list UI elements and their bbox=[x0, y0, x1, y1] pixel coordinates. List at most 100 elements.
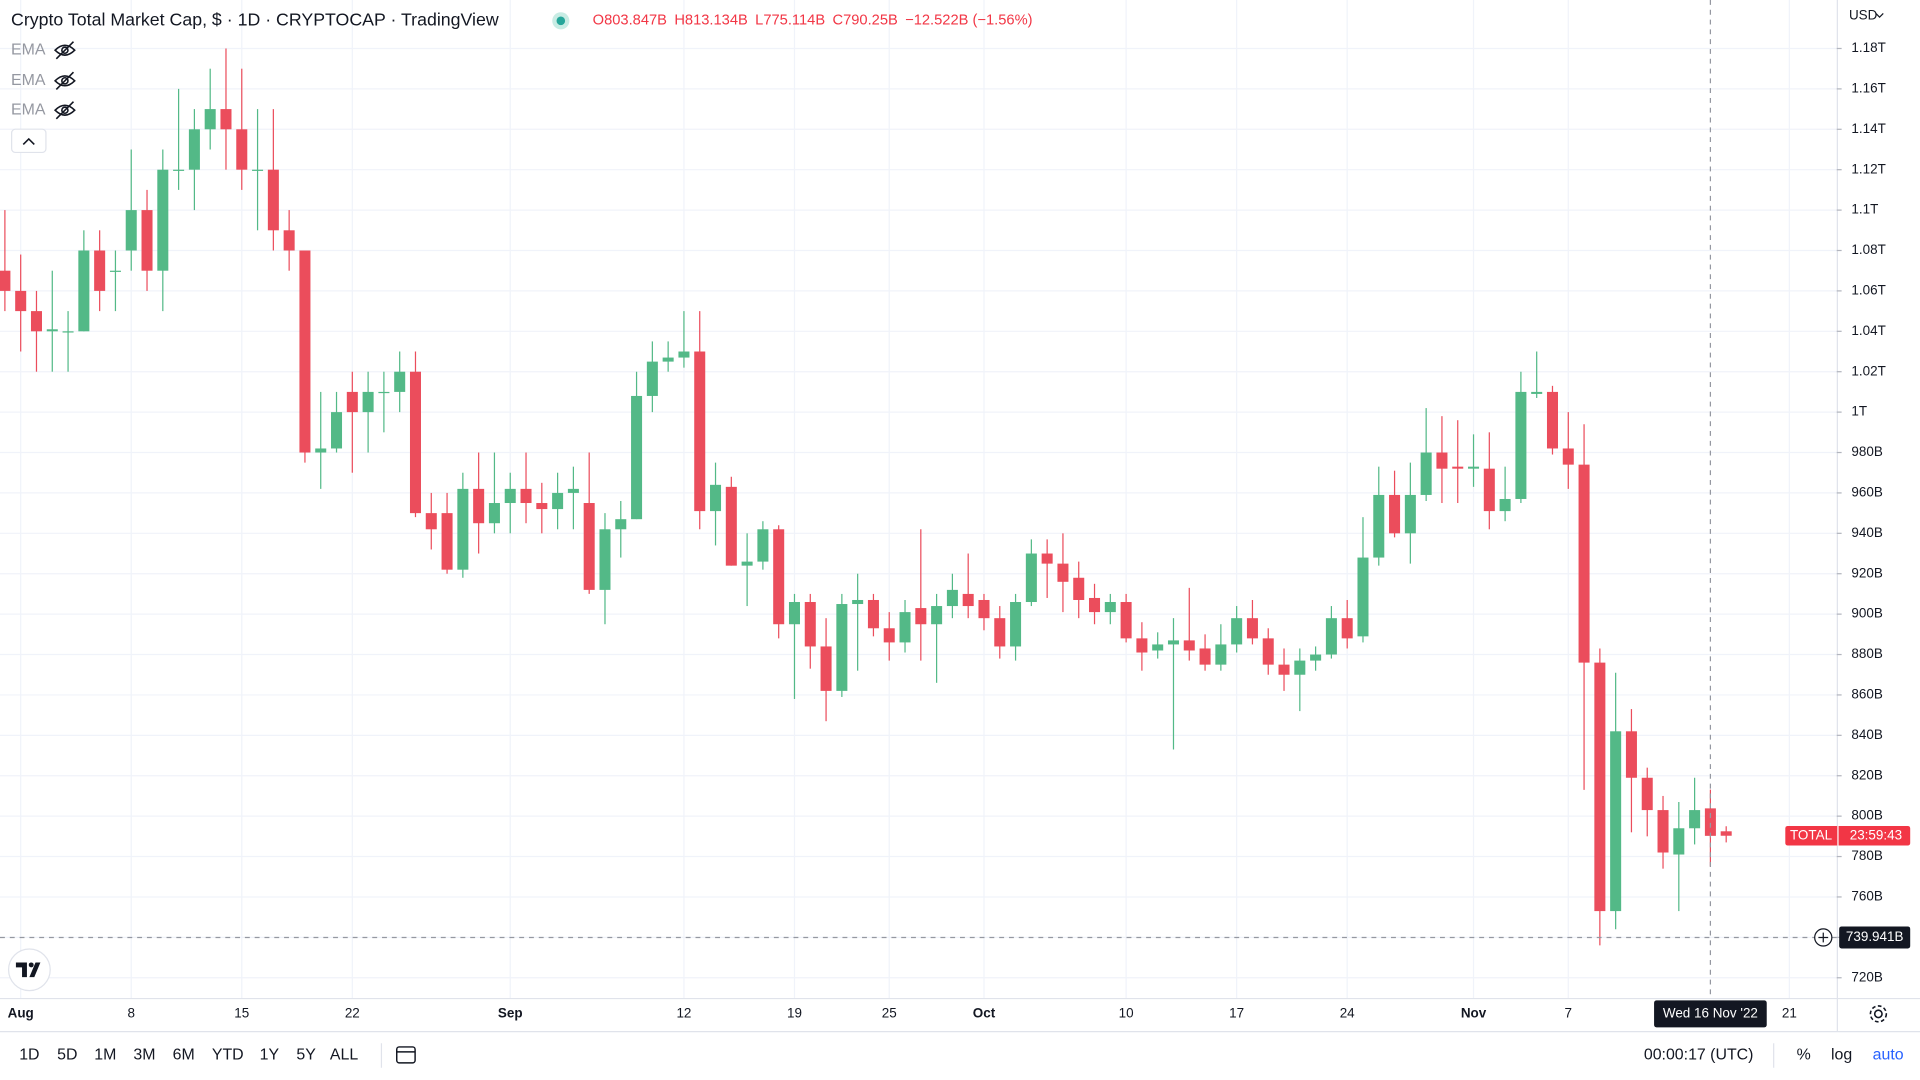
candle-body bbox=[441, 513, 453, 570]
candle-body bbox=[504, 488, 516, 504]
tv-logo[interactable] bbox=[7, 948, 51, 992]
candle-body bbox=[1483, 468, 1495, 512]
y-tick-label: 760B bbox=[1851, 889, 1882, 904]
candle-body bbox=[662, 357, 674, 362]
range-button[interactable]: 1Y bbox=[260, 1047, 280, 1064]
candle-body bbox=[1468, 466, 1480, 469]
candle-body bbox=[899, 612, 911, 643]
eye-hidden-icon[interactable] bbox=[53, 101, 76, 120]
eye-hidden-icon[interactable] bbox=[53, 41, 76, 60]
go-to-date-icon[interactable] bbox=[396, 1046, 416, 1064]
candle-body bbox=[1531, 391, 1543, 394]
candle-body bbox=[1104, 602, 1116, 613]
candle-body bbox=[883, 628, 895, 643]
range-button[interactable]: ALL bbox=[330, 1047, 358, 1064]
price-label-countdown: 23:59:43 bbox=[1850, 827, 1902, 842]
candle-body bbox=[1231, 618, 1243, 645]
y-tick-label: 900B bbox=[1851, 606, 1882, 621]
candle-body bbox=[994, 618, 1006, 647]
indicator-name[interactable]: EMA bbox=[11, 72, 46, 89]
x-tick-label: 25 bbox=[882, 1005, 897, 1020]
y-tick-label: 1.04T bbox=[1851, 323, 1885, 338]
x-tick-label: 22 bbox=[345, 1005, 360, 1020]
scale-percent[interactable]: % bbox=[1797, 1047, 1811, 1064]
y-tick-label: 780B bbox=[1851, 848, 1882, 863]
candle-body bbox=[1673, 828, 1685, 855]
x-tick-label: Aug bbox=[8, 1005, 34, 1020]
y-tick-label: 1.18T bbox=[1851, 40, 1885, 55]
candle-body bbox=[1341, 618, 1353, 639]
candle-body bbox=[378, 391, 390, 394]
y-tick-label: 1.06T bbox=[1851, 282, 1885, 297]
x-tick-label: 15 bbox=[234, 1005, 249, 1020]
x-tick-label: Nov bbox=[1461, 1005, 1487, 1020]
candle-body bbox=[867, 599, 879, 629]
candle-body bbox=[1010, 602, 1022, 647]
plot-area bbox=[0, 48, 1732, 946]
candle-body bbox=[1120, 602, 1132, 639]
candle-body bbox=[30, 311, 42, 332]
y-tick-label: 1.02T bbox=[1851, 363, 1885, 378]
range-button[interactable]: YTD bbox=[212, 1047, 244, 1064]
ohlc-value: L775.114B bbox=[755, 13, 825, 29]
y-tick-label: 940B bbox=[1851, 525, 1882, 540]
collapse-icon bbox=[22, 137, 35, 146]
indicator-name[interactable]: EMA bbox=[11, 41, 46, 58]
range-bar: 1D 5D 1M 3M 6M YTD 1Y 5Y ALL bbox=[19, 1047, 358, 1064]
range-button[interactable]: 3M bbox=[133, 1047, 155, 1064]
ohlc-value: C790.25B bbox=[832, 13, 898, 29]
range-button[interactable]: 1D bbox=[19, 1047, 39, 1064]
candle-body bbox=[1641, 777, 1653, 811]
candle-body bbox=[1325, 618, 1337, 655]
candle-body bbox=[646, 361, 658, 396]
indicator-list: EMA EMA EMA bbox=[11, 41, 76, 154]
y-tick-label: 1T bbox=[1851, 404, 1867, 419]
indicator-name[interactable]: EMA bbox=[11, 101, 46, 118]
candle-body bbox=[1373, 494, 1385, 558]
candle-body bbox=[331, 412, 343, 449]
range-button[interactable]: 5Y bbox=[296, 1047, 316, 1064]
candle-body bbox=[1183, 640, 1195, 651]
y-tick-label: 1.16T bbox=[1851, 80, 1885, 95]
scale-auto[interactable]: auto bbox=[1873, 1047, 1904, 1064]
y-tick-label: 1.14T bbox=[1851, 121, 1885, 136]
chart-title: Crypto Total Market Cap, $ · 1D · CRYPTO… bbox=[11, 10, 499, 30]
candle-body bbox=[1546, 391, 1558, 449]
candle-body bbox=[315, 448, 327, 453]
currency[interactable]: USD bbox=[1849, 7, 1878, 22]
ohlc-value: −12.522B (−1.56%) bbox=[905, 13, 1032, 29]
candle-body bbox=[1041, 553, 1053, 564]
range-button[interactable]: 5D bbox=[57, 1047, 77, 1064]
candle-body bbox=[1057, 563, 1069, 582]
candle-body bbox=[836, 604, 848, 691]
candle-body bbox=[725, 486, 737, 566]
candle-body bbox=[710, 484, 722, 512]
candle-body bbox=[220, 109, 232, 130]
scale-log[interactable]: log bbox=[1831, 1047, 1852, 1064]
candle-body bbox=[631, 395, 643, 520]
clock[interactable]: 00:00:17 (UTC) bbox=[1644, 1047, 1754, 1064]
y-tick-label: 880B bbox=[1851, 646, 1882, 661]
candle-body bbox=[1262, 638, 1274, 665]
collapse-button[interactable] bbox=[11, 128, 47, 154]
x-tick-label: Oct bbox=[973, 1005, 996, 1020]
x-tick-label: 12 bbox=[676, 1005, 691, 1020]
candle-body bbox=[567, 488, 579, 493]
x-tick-label: 21 bbox=[1782, 1005, 1797, 1020]
candle-body bbox=[252, 169, 264, 171]
candle-body bbox=[1704, 808, 1716, 836]
candle-body bbox=[173, 169, 185, 171]
eye-hidden-icon[interactable] bbox=[53, 71, 76, 90]
candle-body bbox=[1404, 494, 1416, 534]
range-button[interactable]: 1M bbox=[94, 1047, 116, 1064]
settings-icon[interactable] bbox=[1869, 1005, 1888, 1023]
candle-body bbox=[457, 488, 469, 570]
candle-body bbox=[1089, 597, 1101, 613]
candle-body bbox=[299, 250, 311, 453]
ohlc-value: H813.134B bbox=[674, 13, 748, 29]
candle-body bbox=[157, 169, 169, 271]
range-button[interactable]: 6M bbox=[173, 1047, 195, 1064]
x-tick-label: 17 bbox=[1229, 1005, 1244, 1020]
